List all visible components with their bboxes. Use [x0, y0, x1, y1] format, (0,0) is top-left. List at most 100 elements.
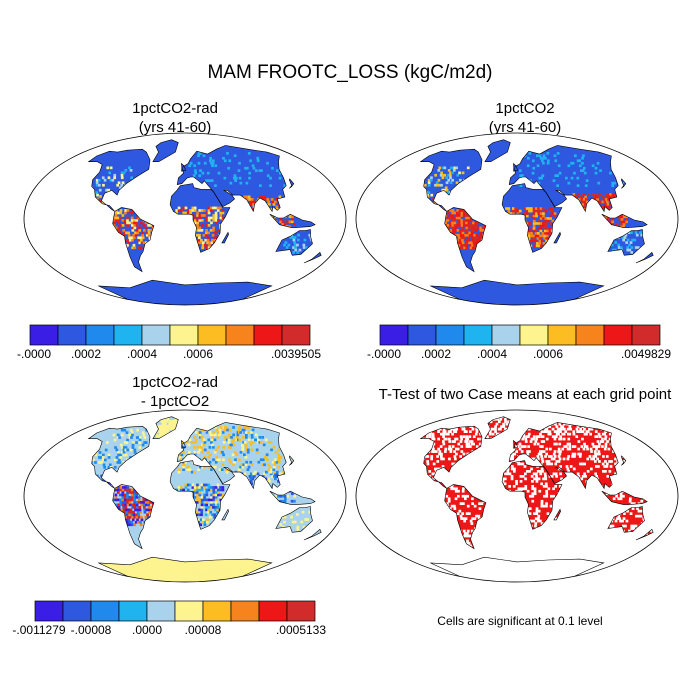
colorbar-swatch [230, 600, 260, 622]
land-europe-asia [509, 145, 619, 212]
colorbar-tick-label: -.0000 [16, 347, 52, 361]
coastline-greenland [152, 139, 179, 163]
panel-title-line2: (yrs 41-60) [488, 119, 562, 136]
coastline-japan [288, 178, 295, 189]
coastline-uk [513, 162, 519, 172]
coastline-madagascar [553, 508, 561, 521]
colorbar-tick-label: .0049829 [620, 347, 672, 361]
colorbar-swatch [286, 600, 316, 622]
colorbar-swatch [141, 324, 171, 346]
colorbar-swatch [407, 324, 437, 346]
coastline-indonesia [269, 490, 316, 505]
coastline-africa [169, 460, 231, 530]
colorbar-swatch [62, 600, 92, 622]
colorbar-tick-label: -.0000 [366, 347, 402, 361]
colorbar-swatch [379, 324, 409, 346]
coastline-europe-asia [176, 145, 287, 213]
colorbar-swatch [225, 324, 255, 346]
colorbar-swatch [281, 324, 311, 346]
coastline-africa [169, 183, 231, 253]
colorbar-swatch [57, 324, 87, 346]
land-greenland [152, 139, 179, 162]
map-border [23, 409, 347, 583]
colorbar-labels: -.0011279 -.00008 .0000 .00008 .0005133 [12, 623, 326, 639]
coastline-uk [513, 439, 519, 449]
coastline-greenland [484, 416, 511, 440]
coastline-greenland [484, 139, 511, 163]
land-north-america [88, 149, 150, 212]
colorbar-tick-label: .0004 [126, 347, 158, 361]
colorbar-1pctco2 [379, 324, 661, 346]
colorbar-tick-label: .0000 [131, 623, 163, 637]
colorbar-labels: -.0000 .0002 .0004 .0006 .0039505 [17, 347, 321, 363]
land-japan [289, 455, 294, 466]
colorbar-swatch [146, 600, 176, 622]
coastline-japan [288, 455, 295, 466]
coastline-uk [181, 439, 187, 449]
coastline-new-zealand [635, 528, 654, 541]
colorbar-swatch [202, 600, 232, 622]
colorbar-tick-label: .00008 [184, 623, 222, 637]
coastline-japan [620, 455, 627, 466]
colorbar-tick-label: .0039505 [270, 347, 322, 361]
colorbar-tick-label: .0002 [70, 347, 102, 361]
coastline-north-america [87, 148, 151, 212]
colorbar-tick-label: .0002 [420, 347, 452, 361]
coastline-antarctica [430, 279, 605, 305]
coastline-europe-asia [176, 422, 287, 490]
coastline-europe-asia [508, 145, 619, 213]
colorbar-swatch [491, 324, 521, 346]
coastline-africa [501, 460, 563, 530]
colorbar-swatch [29, 324, 59, 346]
colorbar-tick-label: .0006 [182, 347, 214, 361]
coastline-australia [607, 229, 645, 256]
coastline-greenland [152, 416, 179, 440]
significance-note: Cells are significant at 0.1 level [437, 614, 603, 628]
colorbar-swatch [631, 324, 661, 346]
coastline-australia [275, 229, 313, 256]
land-north-america [420, 149, 482, 212]
panel-title-1pctco2: 1pctCO2 (yrs 41-60) [390, 99, 660, 137]
coastline-indonesia [601, 213, 648, 228]
colorbar-swatch [547, 324, 577, 346]
colorbar-1pctco2-rad [29, 324, 311, 346]
colorbar-tick-label: .0004 [476, 347, 508, 361]
coastline-antarctica [430, 556, 605, 582]
colorbar-swatch [253, 324, 283, 346]
colorbar-swatch [575, 324, 605, 346]
coastline-antarctica [98, 279, 273, 305]
map-border [23, 132, 347, 306]
coastline-indonesia [269, 213, 316, 228]
colorbar-swatch [463, 324, 493, 346]
colorbar-swatch [197, 324, 227, 346]
coastline-new-zealand [303, 251, 322, 264]
colorbar-swatch [174, 600, 204, 622]
coastline-madagascar [221, 508, 229, 521]
colorbar-tick-label: .0005133 [275, 623, 327, 637]
coastline-south-america [444, 484, 487, 550]
panel-title-ttest: T-Test of two Case means at each grid po… [355, 385, 695, 404]
coastline-europe-asia [508, 422, 619, 490]
map-difference [23, 409, 347, 583]
map-border [355, 132, 679, 306]
land-greenland [484, 139, 511, 162]
coastline-australia [275, 506, 313, 533]
colorbar-swatch [113, 324, 143, 346]
panel-title-1pctco2-rad: 1pctCO2-rad (yrs 41-60) [40, 99, 310, 137]
colorbar-swatch [258, 600, 288, 622]
coastline-indonesia [601, 490, 648, 505]
coastline-madagascar [553, 231, 561, 244]
colorbar-swatch [603, 324, 633, 346]
land-south-america [444, 484, 486, 549]
map-border [355, 409, 679, 583]
coastline-south-america [112, 484, 155, 550]
land-antarctica [430, 280, 604, 305]
map-1pctco2 [355, 132, 679, 306]
coastline-new-zealand [635, 251, 654, 264]
coastline-south-america [112, 207, 155, 273]
coastline-south-america [444, 207, 487, 273]
coastline-australia [607, 506, 645, 533]
colorbar-tick-label: .0006 [532, 347, 564, 361]
panel-title-line1: T-Test of two Case means at each grid po… [378, 386, 672, 403]
colorbar-swatch [435, 324, 465, 346]
